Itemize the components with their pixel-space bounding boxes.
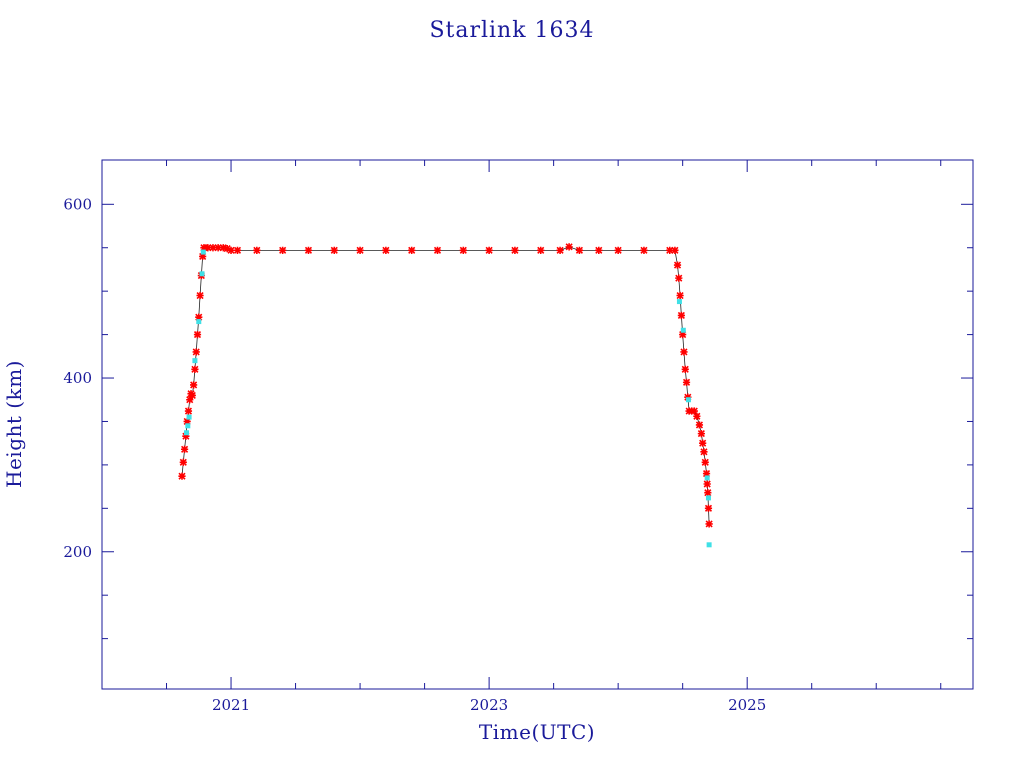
point-star xyxy=(223,245,231,253)
point-star xyxy=(682,378,691,386)
point-star xyxy=(196,291,204,300)
point-star xyxy=(556,246,564,254)
axis-ticks xyxy=(101,160,973,689)
point-star xyxy=(701,458,709,466)
point-cyan xyxy=(685,397,691,403)
point-star xyxy=(684,393,692,401)
point-star xyxy=(485,246,493,254)
point-cyan xyxy=(196,319,202,325)
point-star xyxy=(180,445,189,453)
point-cyan xyxy=(192,358,198,364)
point-star xyxy=(183,417,191,426)
plot-frame xyxy=(101,159,974,690)
x-axis-title: Time(UTC) xyxy=(479,720,595,744)
point-star xyxy=(697,430,705,438)
point-cyan xyxy=(680,327,686,333)
x-tick-label: 2025 xyxy=(728,696,766,714)
point-star xyxy=(695,421,704,429)
point-star xyxy=(253,246,261,254)
x-tick-label: 2023 xyxy=(470,696,508,714)
point-star xyxy=(614,246,622,254)
point-star xyxy=(679,330,687,339)
point-star xyxy=(186,396,194,404)
point-star xyxy=(676,291,684,300)
point-star xyxy=(193,330,202,339)
point-cyan xyxy=(199,271,205,277)
point-star xyxy=(704,504,713,512)
point-star xyxy=(190,381,198,389)
point-star xyxy=(408,246,416,254)
point-star xyxy=(330,246,338,254)
point-cyan xyxy=(704,475,710,481)
point-star xyxy=(188,391,196,400)
point-star xyxy=(595,246,603,254)
chart-title: Starlink 1634 xyxy=(429,18,594,43)
point-star xyxy=(671,246,679,254)
point-star xyxy=(433,246,442,254)
point-star xyxy=(640,246,648,254)
point-star xyxy=(537,246,545,254)
point-star xyxy=(219,244,227,252)
point-star xyxy=(199,252,207,261)
point-star xyxy=(690,407,698,415)
point-star xyxy=(356,246,364,254)
point-star xyxy=(227,246,235,254)
point-star xyxy=(699,439,707,447)
point-star xyxy=(511,246,519,254)
point-cyan xyxy=(185,423,191,429)
y-tick-label: 400 xyxy=(63,369,92,387)
point-star xyxy=(575,246,584,254)
point-cyan xyxy=(186,414,192,420)
point-star xyxy=(179,458,187,466)
point-star xyxy=(705,520,713,528)
point-star xyxy=(700,448,708,456)
point-star xyxy=(200,244,208,252)
point-star xyxy=(191,365,199,373)
point-star xyxy=(666,246,674,254)
point-star xyxy=(182,432,190,440)
point-star xyxy=(192,348,200,356)
y-tick-label: 200 xyxy=(63,543,92,561)
x-tick-label: 2021 xyxy=(212,696,250,714)
point-cyan xyxy=(200,249,206,255)
point-star xyxy=(673,261,682,269)
point-star xyxy=(178,472,186,480)
point-star xyxy=(702,469,711,478)
point-star xyxy=(209,244,217,252)
point-star xyxy=(693,412,701,420)
point-star xyxy=(459,246,467,254)
point-star xyxy=(233,246,242,254)
point-star xyxy=(279,246,287,254)
point-star xyxy=(304,246,313,254)
point-cyan xyxy=(706,542,712,548)
point-cyan xyxy=(184,430,190,436)
point-star xyxy=(704,489,712,497)
y-tick-label: 600 xyxy=(63,195,92,213)
point-star xyxy=(675,274,683,282)
point-cyan xyxy=(705,495,711,501)
y-axis-title: Height (km) xyxy=(2,360,26,488)
point-star xyxy=(680,348,688,356)
point-star xyxy=(382,246,390,254)
point-star xyxy=(204,244,212,252)
point-cyan xyxy=(676,299,682,305)
series-connector xyxy=(181,246,710,524)
point-star xyxy=(565,243,573,251)
point-star xyxy=(703,480,711,488)
point-star xyxy=(184,407,193,415)
axis-tick-labels: 2021 2023 2025 200 400 600 xyxy=(63,195,766,714)
point-star xyxy=(195,313,203,321)
data-points xyxy=(178,243,713,548)
point-star xyxy=(677,311,685,320)
point-star xyxy=(681,365,689,373)
point-star xyxy=(214,244,222,252)
